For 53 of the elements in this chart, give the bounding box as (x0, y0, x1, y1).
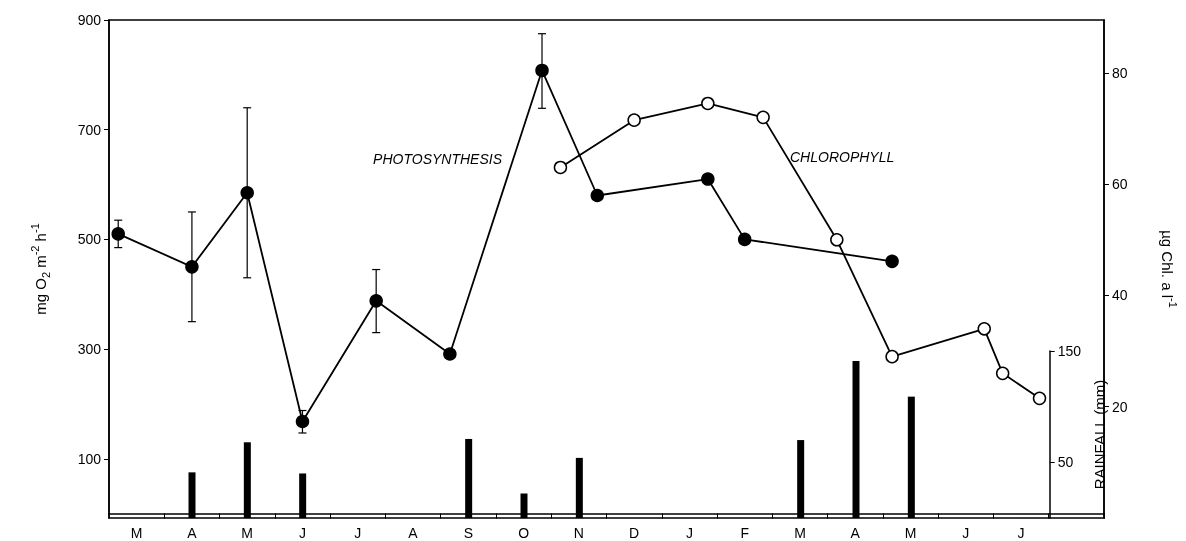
point (590, 188, 605, 203)
x-tick-label: J (298, 525, 306, 541)
point (185, 260, 199, 274)
point (111, 227, 125, 241)
x-tick-label: A (850, 525, 861, 541)
point (701, 96, 715, 111)
y-tick-label: 300 (77, 341, 102, 358)
point (885, 349, 899, 364)
x-tick-label: N (573, 525, 584, 541)
point (627, 113, 641, 127)
point (701, 172, 715, 186)
y-tick-label: 100 (77, 450, 102, 467)
point (553, 160, 568, 175)
y2-tick-label: 20 (1112, 398, 1128, 415)
point (535, 63, 549, 78)
y3-tick-label: 50 (1057, 454, 1074, 471)
y-tick-label: 900 (77, 12, 102, 28)
x-tick-label: M (904, 525, 917, 541)
point (756, 110, 770, 125)
point (737, 232, 752, 247)
x-tick-label: J (1017, 525, 1025, 541)
x-tick-label: D (629, 525, 640, 541)
y2-tick-label: 40 (1112, 287, 1128, 304)
x-tick-label: J (354, 525, 362, 541)
x-tick-label: J (685, 525, 693, 541)
y-tick-label: 700 (77, 121, 102, 138)
point (1032, 391, 1047, 406)
y3-tick-label: 150 (1057, 343, 1082, 359)
point (977, 322, 991, 336)
x-tick-label: M (130, 525, 143, 541)
point (885, 254, 899, 269)
y3-axis-title: RAINFALL (mm) (1090, 379, 1108, 490)
point (443, 347, 457, 361)
x-tick-label: J (962, 525, 970, 541)
y2-tick-label: 60 (1112, 176, 1128, 193)
x-tick-label: F (740, 525, 749, 541)
point (295, 414, 310, 429)
point (240, 186, 254, 200)
y2-tick-label: 80 (1112, 64, 1128, 81)
x-tick-label: A (187, 525, 198, 541)
series-label: CHLOROPHYLL (790, 149, 895, 165)
point (830, 233, 844, 247)
x-tick-label: M (794, 525, 806, 541)
series-label: PHOTOSYNTHESIS (373, 151, 503, 167)
point (995, 366, 1010, 381)
x-tick-label: A (408, 525, 419, 541)
x-tick-label: S (463, 525, 473, 541)
point (369, 294, 383, 308)
y-axis-title: mg O2 m-2 h-1 (28, 223, 52, 315)
x-tick-label: O (518, 525, 530, 541)
y-tick-label: 500 (77, 231, 102, 248)
x-tick-label: M (241, 525, 254, 541)
y2-axis-title: µg Chl. a l-1 (1158, 230, 1179, 308)
